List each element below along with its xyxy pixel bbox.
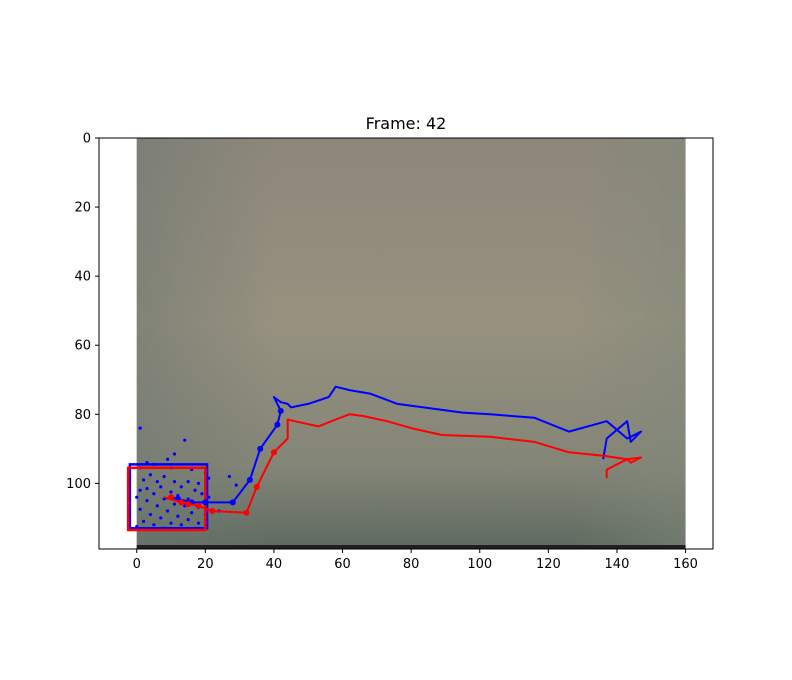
scatter-point: [169, 490, 173, 494]
scatter-point: [155, 504, 159, 508]
bounding-box-1: [126, 466, 207, 532]
x-tick-label: 160: [673, 557, 698, 572]
scatter-point: [162, 474, 166, 479]
x-tick-label: 20: [197, 557, 214, 572]
scatter-point: [183, 438, 187, 442]
series-marker-0: [246, 476, 253, 483]
scatter-point: [200, 492, 204, 496]
series-line-0: [163, 385, 642, 504]
chart-title: Frame: 42: [366, 114, 447, 133]
scatter-point: [138, 488, 142, 492]
scatter-point: [186, 518, 190, 522]
scatter-point: [234, 483, 238, 487]
scatter-point: [172, 480, 177, 484]
scatter-point: [138, 507, 142, 511]
scatter-point: [172, 452, 177, 456]
scatter-point: [186, 497, 190, 501]
bounding-box-0: [128, 463, 209, 530]
scatter-point: [159, 516, 163, 520]
scatter-point: [172, 502, 177, 506]
image-shading: [136, 138, 686, 549]
scatter-point: [141, 478, 146, 482]
series-marker-0: [229, 499, 236, 506]
series-marker-1: [270, 449, 277, 456]
series-marker-0: [277, 407, 284, 414]
scatter-point: [196, 521, 201, 525]
scatter-point: [145, 499, 149, 503]
scatter-point: [135, 495, 139, 499]
scatter-point: [186, 480, 190, 484]
plot-area: [126, 385, 642, 532]
scatter-point: [190, 511, 194, 515]
scatter-point: [152, 492, 156, 496]
scatter-point: [176, 514, 180, 518]
scatter-point: [227, 474, 231, 479]
x-tick-label: 120: [536, 557, 561, 572]
background-image: [136, 138, 686, 549]
axes-frame: [98, 137, 714, 550]
x-tick-label: 80: [403, 557, 420, 572]
axes: 0 20 40 60 80 100 120 140 160 0 20 40 60 80 100: [66, 132, 714, 572]
scatter-point: [166, 509, 170, 513]
series-marker-1: [185, 501, 192, 508]
scatter-point: [155, 480, 159, 484]
series-marker-0: [202, 499, 209, 506]
scatter-point: [152, 523, 156, 527]
y-tick-label: 80: [74, 408, 91, 423]
series-marker-1: [253, 483, 260, 490]
x-tick-label: 100: [467, 557, 492, 572]
series-marker-1: [195, 502, 202, 509]
x-tick-label: 140: [605, 557, 630, 572]
scatter-point: [159, 485, 163, 489]
x-tick-label: 40: [266, 557, 283, 572]
image-floor-strip: [136, 545, 686, 549]
series-line-1: [163, 413, 642, 514]
scatter-point: [169, 521, 173, 525]
y-tick-label: 40: [74, 270, 91, 285]
series-marker-1: [243, 509, 250, 516]
scatter-point: [196, 481, 201, 485]
scatter-point: [148, 512, 153, 517]
x-tick-label: 0: [133, 557, 141, 572]
scatter-point: [166, 457, 170, 461]
series-marker-1: [209, 508, 216, 515]
series-marker-0: [257, 445, 264, 452]
series-marker-0: [274, 421, 281, 428]
scatter-point: [141, 519, 146, 523]
scatter-point: [179, 523, 183, 527]
scatter-point: [138, 426, 142, 430]
y-tick-label: 60: [74, 339, 91, 354]
scatter-point: [193, 488, 197, 492]
y-tick-label: 20: [74, 201, 91, 216]
y-tick-label: 0: [83, 132, 91, 147]
series-marker-1: [178, 499, 185, 506]
series-marker-1: [168, 494, 175, 501]
x-tick-label: 60: [334, 557, 351, 572]
y-tick-label: 100: [66, 477, 91, 492]
scatter-point: [179, 485, 183, 489]
scatter-point: [145, 486, 149, 491]
scatter-point: [148, 473, 153, 477]
